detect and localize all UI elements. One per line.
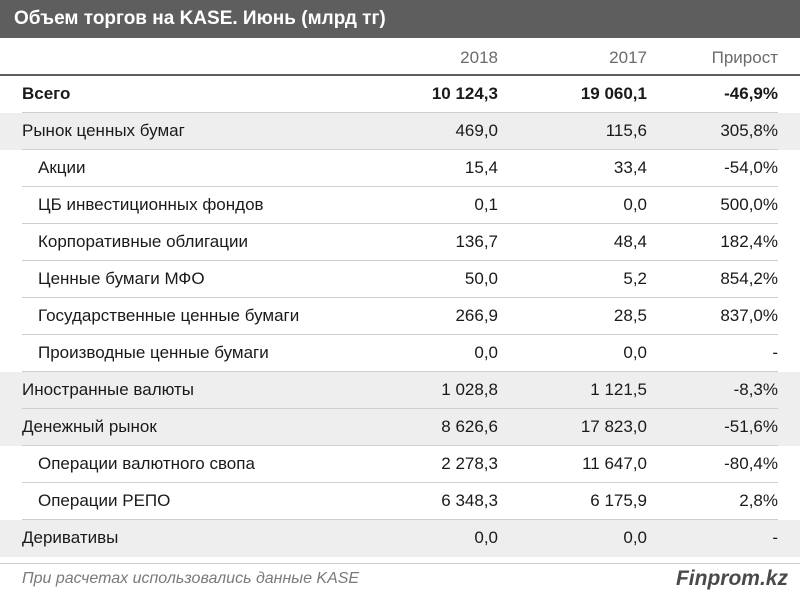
row-growth: 2,8%	[739, 491, 778, 510]
table-row: Производные ценные бумаги 0,0 0,0 -	[0, 335, 800, 372]
row-growth: -46,9%	[724, 84, 778, 103]
row-divider	[22, 297, 778, 298]
table-row: Денежный рынок 8 626,6 17 823,0 -51,6%	[0, 409, 800, 446]
row-growth: -	[772, 343, 778, 362]
row-value-2018: 6 348,3	[441, 491, 498, 510]
row-value-2017: 19 060,1	[580, 84, 647, 103]
row-value-2017: 48,4	[613, 232, 647, 251]
table-row: Ценные бумаги МФО 50,0 5,2 854,2%	[0, 261, 800, 298]
table-row: Операции валютного свопа 2 278,3 11 647,…	[0, 446, 800, 483]
row-growth: 500,0%	[720, 195, 778, 214]
row-divider	[22, 371, 778, 372]
row-label: Корпоративные облигации	[38, 232, 248, 251]
row-label: Операции РЕПО	[38, 491, 171, 510]
row-divider	[22, 334, 778, 335]
row-label: Денежный рынок	[22, 417, 157, 436]
row-growth: 837,0%	[720, 306, 778, 325]
row-value-2018: 2 278,3	[441, 454, 498, 473]
table-row: Корпоративные облигации 136,7 48,4 182,4…	[0, 224, 800, 261]
row-label: Государственные ценные бумаги	[38, 306, 300, 325]
row-value-2018: 8 626,6	[441, 417, 498, 436]
row-value-2018: 50,0	[464, 269, 498, 288]
table-row: Государственные ценные бумаги 266,9 28,5…	[0, 298, 800, 335]
brand-logo-text: Finprom.kz	[675, 567, 788, 590]
row-value-2018: 266,9	[455, 306, 498, 325]
row-value-2018: 10 124,3	[431, 84, 498, 103]
table-title: Объем торгов на KASE. Июнь (млрд тг)	[0, 0, 800, 38]
row-divider	[22, 186, 778, 187]
row-value-2017: 5,2	[623, 269, 647, 288]
row-divider	[22, 260, 778, 261]
row-growth: -80,4%	[724, 454, 778, 473]
row-growth: 854,2%	[720, 269, 778, 288]
row-divider	[22, 519, 778, 520]
row-value-2017: 0,0	[623, 528, 647, 547]
row-growth: 305,8%	[720, 121, 778, 140]
row-divider	[22, 112, 778, 113]
row-label: Производные ценные бумаги	[38, 343, 269, 362]
table-row: Операции РЕПО 6 348,3 6 175,9 2,8%	[0, 483, 800, 520]
header-growth: Прирост	[711, 48, 778, 67]
table-row: Деривативы 0,0 0,0 -	[0, 520, 800, 557]
row-label: Акции	[38, 158, 86, 177]
header-2017: 2017	[609, 48, 647, 67]
header-2018: 2018	[460, 48, 498, 67]
row-value-2018: 0,0	[474, 343, 498, 362]
row-label: Деривативы	[22, 528, 119, 547]
table-header-row: 2018 2017 Прирост	[0, 40, 800, 76]
row-label: Операции валютного свопа	[38, 454, 255, 473]
row-label: Рынок ценных бумаг	[22, 121, 185, 140]
row-value-2018: 1 028,8	[441, 380, 498, 399]
source-note: При расчетах использовались данные KASE	[22, 570, 360, 587]
table-row: Акции 15,4 33,4 -54,0%	[0, 150, 800, 187]
row-value-2017: 0,0	[623, 343, 647, 362]
row-value-2017: 33,4	[613, 158, 647, 177]
trading-volume-table: 2018 2017 Прирост Всего 10 124,3 19 060,…	[0, 40, 800, 557]
row-growth: -54,0%	[724, 158, 778, 177]
row-growth: -51,6%	[724, 417, 778, 436]
row-value-2017: 115,6	[605, 121, 647, 140]
row-value-2017: 17 823,0	[580, 417, 647, 436]
row-growth: 182,4%	[720, 232, 778, 251]
row-value-2017: 28,5	[613, 306, 647, 325]
row-label: ЦБ инвестиционных фондов	[38, 195, 264, 214]
row-value-2017: 0,0	[623, 195, 647, 214]
row-growth: -	[772, 528, 778, 547]
table-row: Рынок ценных бумаг 469,0 115,6 305,8%	[0, 113, 800, 150]
row-value-2018: 469,0	[455, 121, 498, 140]
footer: При расчетах использовались данные KASE …	[0, 563, 800, 604]
row-value-2018: 136,7	[455, 232, 498, 251]
row-divider	[22, 408, 778, 409]
row-value-2018: 15,4	[464, 158, 498, 177]
row-divider	[22, 482, 778, 483]
row-value-2018: 0,0	[474, 528, 498, 547]
row-divider	[22, 223, 778, 224]
row-value-2018: 0,1	[474, 195, 498, 214]
row-label: Иностранные валюты	[22, 380, 195, 399]
row-divider	[22, 149, 778, 150]
table-row-total: Всего 10 124,3 19 060,1 -46,9%	[0, 76, 800, 113]
row-value-2017: 6 175,9	[590, 491, 647, 510]
row-growth: -8,3%	[733, 380, 778, 399]
row-label: Ценные бумаги МФО	[38, 269, 205, 288]
row-value-2017: 1 121,5	[590, 380, 647, 399]
row-label: Всего	[22, 84, 71, 103]
row-value-2017: 11 647,0	[582, 454, 647, 473]
table-row: ЦБ инвестиционных фондов 0,1 0,0 500,0%	[0, 187, 800, 224]
table-row: Иностранные валюты 1 028,8 1 121,5 -8,3%	[0, 372, 800, 409]
row-divider	[22, 445, 778, 446]
